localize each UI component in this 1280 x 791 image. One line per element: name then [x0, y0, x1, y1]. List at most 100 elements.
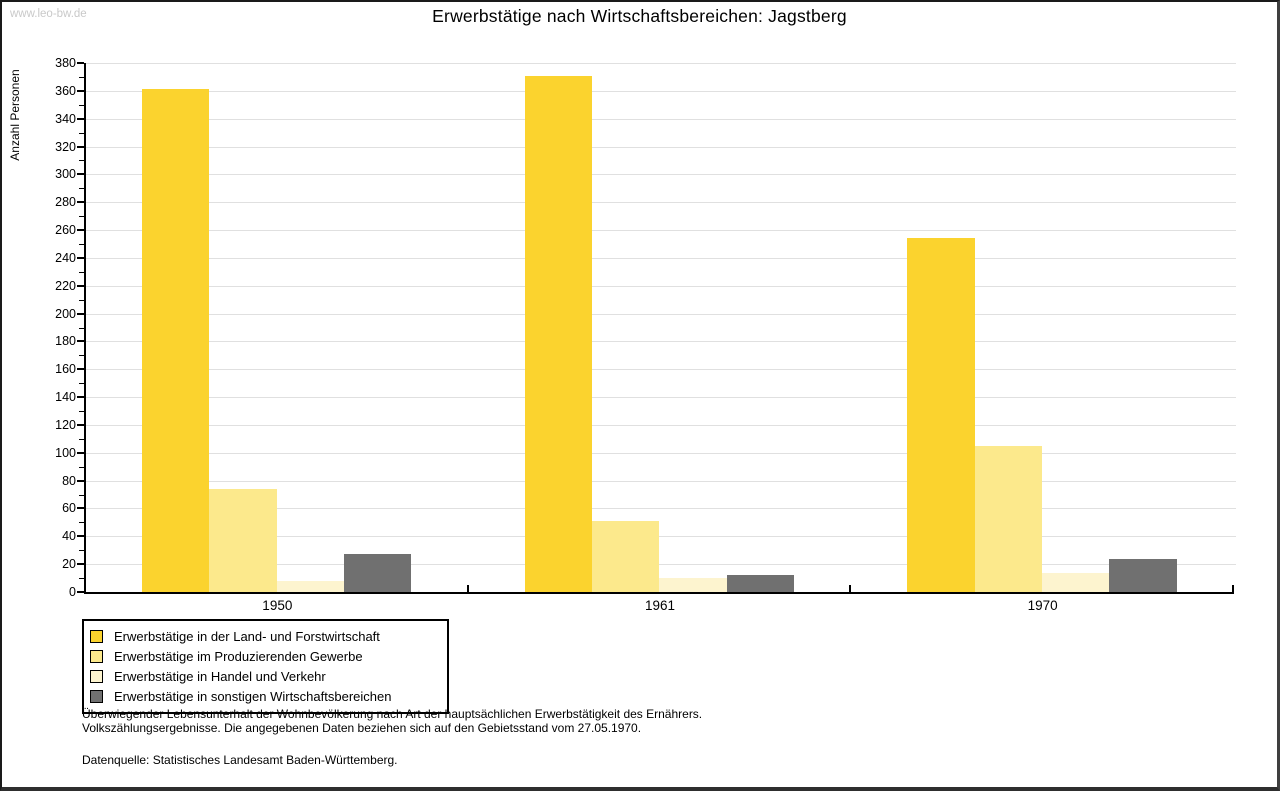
x-category-label: 1961 [644, 598, 676, 613]
y-tick-major [77, 340, 84, 343]
y-tick-major [77, 396, 84, 399]
bar-1950-2 [209, 488, 277, 592]
bar-1961-2 [591, 521, 660, 592]
y-tick-minor [79, 578, 84, 580]
y-tick-label: 200 [55, 306, 76, 321]
gridline [86, 285, 1236, 287]
legend-label: Erwerbstätige in Handel und Verkehr [114, 668, 326, 684]
bar-1961-1 [524, 75, 592, 592]
y-tick-major [77, 535, 84, 538]
legend-swatch-handel-verkehr [90, 669, 103, 683]
y-axis-label: Anzahl Personen [8, 69, 22, 161]
gridline [86, 202, 1236, 204]
gridline [86, 118, 1236, 120]
legend-label: Erwerbstätige in sonstigen Wirtschaftsbe… [114, 688, 392, 704]
legend: Erwerbstätige in der Land- und Forstwirt… [82, 619, 449, 714]
y-tick-major [77, 256, 84, 259]
y-tick-minor [79, 243, 84, 245]
y-tick-minor [79, 466, 84, 468]
y-tick-label: 320 [55, 139, 76, 154]
gridline [86, 424, 1236, 426]
bar-1970-2 [974, 445, 1042, 592]
legend-label: Erwerbstätige im Produzierenden Gewerbe [114, 648, 363, 664]
x-category-label: 1970 [1027, 598, 1058, 613]
y-tick-major [77, 423, 84, 426]
gridline [86, 536, 1236, 538]
gridline [86, 230, 1236, 232]
y-tick-label: 140 [55, 390, 76, 405]
y-tick-major [77, 201, 84, 204]
y-tick-major [77, 312, 84, 315]
legend-item: Erwerbstätige im Produzierenden Gewerbe [90, 646, 439, 666]
legend-swatch-land-forstwirtschaft [90, 629, 103, 643]
chart-title: Erwerbstätige nach Wirtschaftsbereichen:… [432, 6, 847, 26]
gridline [86, 564, 1236, 566]
bar-1961-3 [659, 578, 727, 592]
y-tick-label: 40 [62, 529, 76, 544]
x-tick [849, 585, 852, 592]
y-tick-minor [79, 271, 84, 273]
y-tick-label: 60 [62, 501, 76, 516]
y-tick-minor [79, 494, 84, 496]
bar-1950-4 [343, 554, 412, 592]
x-tick [1232, 585, 1234, 592]
y-tick-label: 0 [69, 585, 76, 599]
legend-swatch-produzierendes-gewerbe [90, 649, 103, 663]
y-tick-major [77, 591, 84, 593]
gridline [86, 174, 1236, 176]
y-tick-label: 240 [55, 250, 76, 265]
gridline [86, 146, 1236, 148]
y-tick-label: 360 [55, 83, 76, 98]
y-tick-label: 340 [55, 111, 76, 126]
y-tick-label: 260 [55, 223, 76, 238]
legend-item: Erwerbstätige in der Land- und Forstwirt… [90, 626, 439, 646]
legend-label: Erwerbstätige in der Land- und Forstwirt… [114, 628, 380, 644]
bar-1950-1 [142, 89, 210, 592]
y-tick-major [77, 117, 84, 120]
bar-1970-3 [1041, 572, 1110, 592]
legend-item: Erwerbstätige in sonstigen Wirtschaftsbe… [90, 686, 439, 706]
y-tick-minor [79, 327, 84, 329]
y-tick-minor [79, 411, 84, 413]
y-tick-label: 120 [55, 417, 76, 432]
y-tick-label: 300 [55, 167, 76, 182]
x-category-label: 1950 [262, 598, 293, 613]
bar-1950-3 [276, 580, 344, 592]
y-tick-major [77, 145, 84, 148]
y-tick-major [77, 479, 84, 482]
gridline [86, 452, 1236, 454]
y-tick-minor [79, 188, 84, 190]
y-tick-label: 280 [55, 195, 76, 210]
y-tick-minor [79, 132, 84, 134]
gridline [86, 90, 1236, 92]
y-tick-minor [79, 299, 84, 301]
bar-1961-4 [726, 575, 794, 592]
gridline [86, 369, 1236, 371]
y-tick-minor [79, 522, 84, 524]
footnote: Überwiegender Lebensunterhalt der Wohnbe… [82, 707, 703, 735]
footnote-line: Überwiegender Lebensunterhalt der Wohnbe… [82, 707, 703, 721]
y-tick-minor [79, 104, 84, 106]
legend-swatch-sonstige [90, 689, 103, 703]
y-tick-minor [79, 550, 84, 552]
gridline [86, 397, 1236, 399]
gridline [86, 480, 1236, 482]
y-tick-major [77, 229, 84, 232]
watermark: www.leo-bw.de [10, 8, 87, 20]
gridline [86, 341, 1236, 343]
y-tick-label: 220 [55, 278, 76, 293]
y-tick-minor [79, 438, 84, 440]
gridline [86, 63, 1236, 64]
y-tick-major [77, 563, 84, 566]
bar-1970-4 [1109, 558, 1177, 592]
data-source-line: Datenquelle: Statistisches Landesamt Bad… [82, 753, 398, 767]
y-tick-major [77, 368, 84, 371]
legend-item: Erwerbstätige in Handel und Verkehr [90, 666, 439, 686]
y-tick-label: 80 [62, 473, 76, 488]
y-tick-major [77, 89, 84, 92]
y-tick-major [77, 62, 84, 64]
footnote-line: Volkszählungsergebnisse. Die angegebenen… [82, 720, 642, 735]
y-tick-major [77, 507, 84, 510]
y-tick-label: 380 [55, 56, 76, 70]
